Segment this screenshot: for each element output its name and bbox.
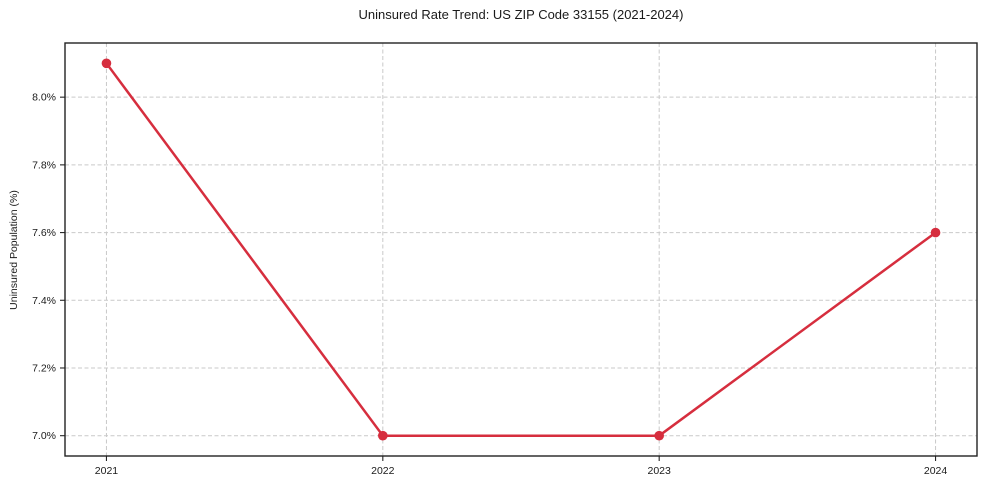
data-point-2022 [378, 430, 388, 441]
x-tick-label: 2022 [371, 465, 395, 477]
trend-line [105, 62, 937, 437]
y-tick-label: 7.6% [32, 227, 56, 239]
data-point-2021 [101, 58, 112, 69]
data-point-2024 [930, 227, 941, 238]
plot-border [64, 42, 978, 457]
y-tick-label: 7.8% [32, 159, 56, 171]
data-point-2023 [654, 430, 664, 441]
x-tick-label: 2023 [648, 465, 672, 477]
y-tick-label: 8.0% [32, 92, 56, 104]
chart-title: Uninsured Rate Trend: US ZIP Code 33155 … [358, 7, 684, 22]
x-tick-label: 2021 [95, 465, 119, 477]
y-tick-label: 7.4% [32, 295, 56, 307]
x-tick-label: 2024 [924, 465, 948, 477]
y-tick-label: 7.0% [32, 430, 56, 442]
y-tick-label: 7.2% [32, 362, 56, 374]
